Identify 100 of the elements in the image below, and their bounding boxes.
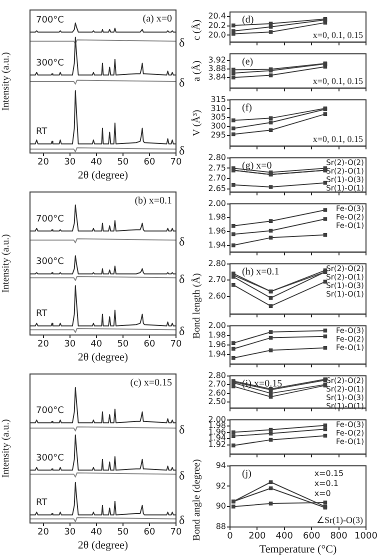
chart-title: (h) x=0.1 — [242, 266, 280, 278]
x-axis-title: 2θ (degree) — [78, 539, 128, 552]
y-tick-label: 2.50 — [208, 397, 226, 406]
x-tick-label: 30 — [64, 158, 76, 168]
x-tick-label: 20 — [38, 528, 50, 538]
x-tick-label: 600 — [303, 532, 320, 542]
x-tick-label: 40 — [90, 158, 102, 168]
y-tick-label: 1.98 — [208, 330, 226, 340]
chart-title: (a) x=0 — [142, 14, 172, 25]
y-tick-label: 310 — [210, 104, 226, 113]
series-label: RT — [36, 127, 48, 138]
y-tick-label: 94 — [216, 460, 226, 470]
y-tick-label: 2.00 — [208, 320, 226, 330]
y-tick-label: 1.98 — [208, 212, 226, 222]
x-tick-label: 70 — [170, 340, 182, 350]
chart-title: (c) x=0.15 — [130, 378, 172, 389]
y-tick-label: 2.60 — [208, 388, 226, 398]
x-tick-label: 1000 — [354, 532, 378, 542]
y-tick-label: 2.65 — [208, 184, 226, 194]
series-label: 700°C — [36, 406, 64, 416]
series-label: δ — [179, 422, 185, 436]
y-tick-label: 90 — [216, 502, 226, 511]
x-tick-label: 0 — [227, 532, 234, 542]
series-label: δ — [179, 513, 185, 528]
y-tick-label: 3.92 — [208, 55, 226, 64]
x-axis-title: 2θ (degree) — [78, 169, 128, 182]
y-tick-label: 1.96 — [208, 340, 226, 350]
x-tick-label: 60 — [144, 340, 156, 350]
y-tick-label: 300 — [210, 122, 226, 131]
y-tick-label: 2.80 — [208, 370, 226, 380]
y-tick-label: 295 — [210, 130, 226, 140]
x-tick-label: 70 — [170, 528, 182, 538]
series-label: δ — [179, 272, 185, 286]
y-tick-label: 1.94 — [208, 350, 226, 359]
y-tick-label: 1.96 — [208, 427, 226, 436]
chart-title: (b) x=0.1 — [134, 196, 172, 207]
y-tick-label: 305 — [210, 112, 226, 122]
y-tick-label: 315 — [210, 94, 226, 104]
y-tick-label: 88 — [216, 522, 226, 532]
y-tick-label: 20.0 — [208, 30, 226, 40]
x-tick-label: 60 — [144, 528, 156, 538]
y-axis-title: Intensity (a.u.) — [0, 419, 12, 478]
x-tick-label: 30 — [64, 340, 76, 350]
y-tick-label: 1.92 — [208, 440, 226, 449]
x-tick-label: 40 — [90, 528, 102, 538]
chart-title: (g) x=0 — [242, 160, 272, 172]
y-axis-title: Bond angle (degree) — [192, 459, 202, 541]
y-axis-title: c (Å) — [192, 20, 202, 40]
annotation: x=0, 0.1, 0.15 — [312, 30, 364, 40]
y-tick-label: 92 — [216, 481, 226, 490]
y-axis-title: Intensity (a.u.) — [0, 234, 12, 293]
annotation: x=0, 0.1, 0.15 — [312, 76, 364, 86]
y-tick-label: 3.88 — [208, 64, 226, 73]
y-tick-label: 1.94 — [208, 240, 226, 250]
y-tick-label: 2.80 — [208, 258, 226, 268]
y-tick-label: 2.70 — [208, 275, 226, 284]
chart-title: (e) — [242, 56, 254, 68]
series-label: 300°C — [36, 454, 64, 464]
y-axis-title: Intensity (a.u.) — [0, 52, 12, 111]
x-axis-title: Temperature (°C) — [259, 543, 337, 556]
text: x=0.15 — [314, 468, 344, 478]
series-label: RT — [36, 309, 48, 320]
y-axis-title: Bond length (Å) — [192, 273, 202, 339]
y-axis-title: a (Å) — [192, 60, 202, 82]
y-tick-label: 1.96 — [208, 226, 226, 236]
x-tick-label: 70 — [170, 158, 182, 168]
y-tick-label: 2.00 — [208, 414, 226, 424]
x-tick-label: 20 — [38, 340, 50, 350]
y-tick-label: 3.84 — [208, 72, 226, 82]
series-label: δ — [179, 35, 185, 50]
y-tick-label: 2.60 — [208, 291, 226, 300]
x-tick-label: 60 — [144, 158, 156, 168]
series-label: δ — [179, 143, 185, 158]
series-label: δ — [179, 468, 185, 482]
series-label: x=0.1 — [314, 478, 338, 488]
x-tick-label: 200 — [248, 532, 266, 542]
annotation: x=0, 0.1, 0.15 — [312, 134, 364, 144]
series-label: 300°C — [36, 257, 64, 268]
series-label: 700°C — [36, 214, 64, 224]
x-tick-label: 20 — [38, 158, 50, 168]
y-tick-label: 20.4 — [208, 12, 226, 21]
x-tick-label: 400 — [276, 532, 294, 542]
y-axis-title: V (Å³) — [192, 110, 202, 136]
x-tick-label: 50 — [117, 528, 129, 538]
x-tick-label: 40 — [90, 340, 102, 350]
x-tick-label: 50 — [117, 158, 129, 168]
y-tick-label: 2.70 — [208, 174, 226, 183]
series-label: 700°C — [36, 15, 64, 26]
series-label: 300°C — [36, 58, 64, 68]
x-tick-label: 30 — [64, 528, 76, 538]
y-tick-label: 2.75 — [208, 163, 226, 172]
chart-title: (d) — [242, 14, 254, 26]
chart-title: (f) — [242, 102, 252, 114]
x-tick-label: 800 — [330, 532, 348, 542]
annotation: ∠Sr(1)-O(3) — [316, 514, 363, 525]
x-tick-label: 50 — [117, 340, 129, 350]
chart-title: (j) — [242, 468, 252, 480]
y-tick-label: 20.2 — [208, 21, 226, 30]
y-tick-label: 2.00 — [208, 198, 226, 208]
series-label: x=0 — [314, 488, 331, 498]
